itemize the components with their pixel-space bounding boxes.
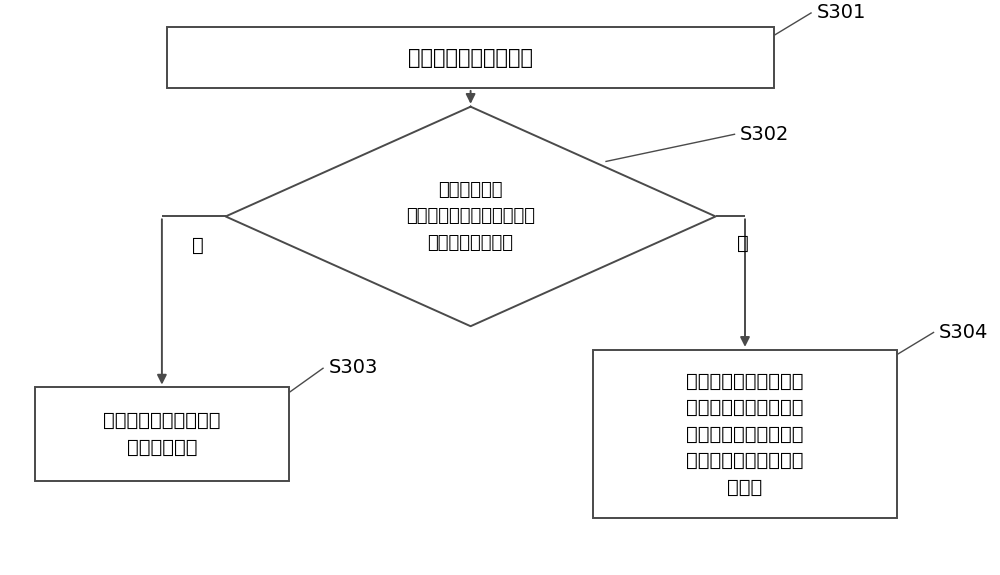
Bar [167,27,774,88]
Text: 获取整车原始采样数据: 获取整车原始采样数据 [408,48,533,68]
Text: 将所述参数的数值乘以
转换系数，并将所述原
始采样数据中参数的单
位转换为所述预设的标
准单元: 将所述参数的数值乘以 转换系数，并将所述原 始采样数据中参数的单 位转换为所述预… [686,371,804,496]
Text: S302: S302 [740,125,789,144]
Bar [34,388,289,481]
Text: 判断所述原始
采样数据中参数的单位是否
是预设的标准单位: 判断所述原始 采样数据中参数的单位是否 是预设的标准单位 [406,181,535,252]
Text: S303: S303 [328,358,378,377]
Text: 否: 否 [737,235,749,254]
Text: S301: S301 [817,3,866,22]
Text: S304: S304 [939,323,988,342]
Text: 是: 是 [192,236,204,255]
Text: 保持所述原始采样数据
中参数的单位: 保持所述原始采样数据 中参数的单位 [103,411,221,457]
Bar [593,350,897,518]
